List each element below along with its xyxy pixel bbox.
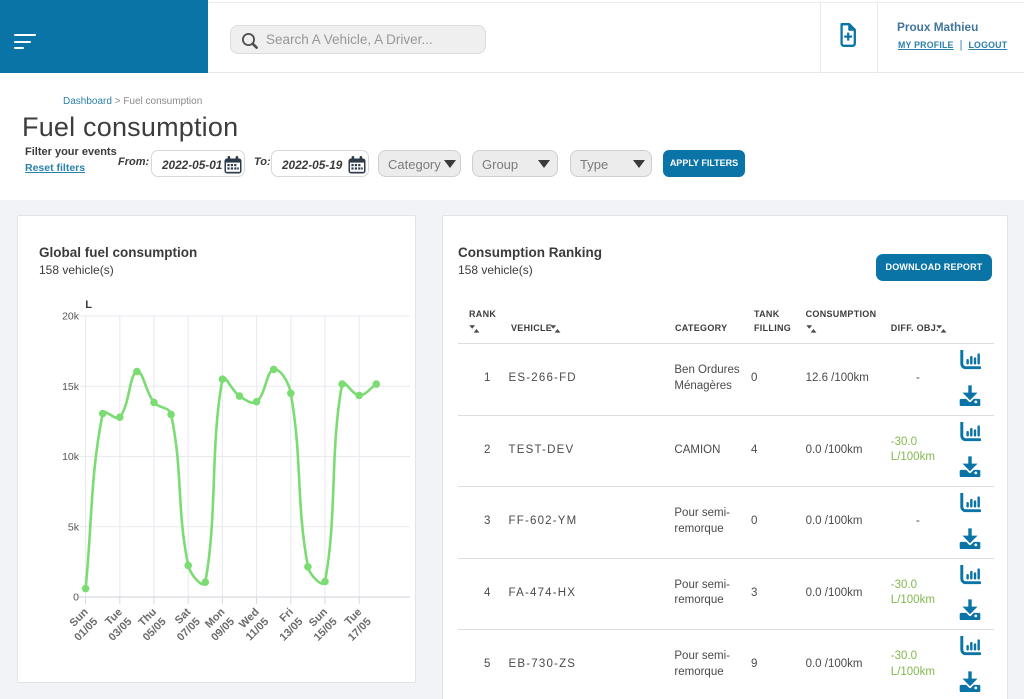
svg-text:5k: 5k xyxy=(68,521,80,533)
svg-text:10k: 10k xyxy=(62,451,80,463)
svg-text:20k: 20k xyxy=(62,311,80,323)
svg-text:0: 0 xyxy=(73,592,79,604)
svg-text:15k: 15k xyxy=(62,381,80,393)
svg-text:L: L xyxy=(85,299,92,311)
